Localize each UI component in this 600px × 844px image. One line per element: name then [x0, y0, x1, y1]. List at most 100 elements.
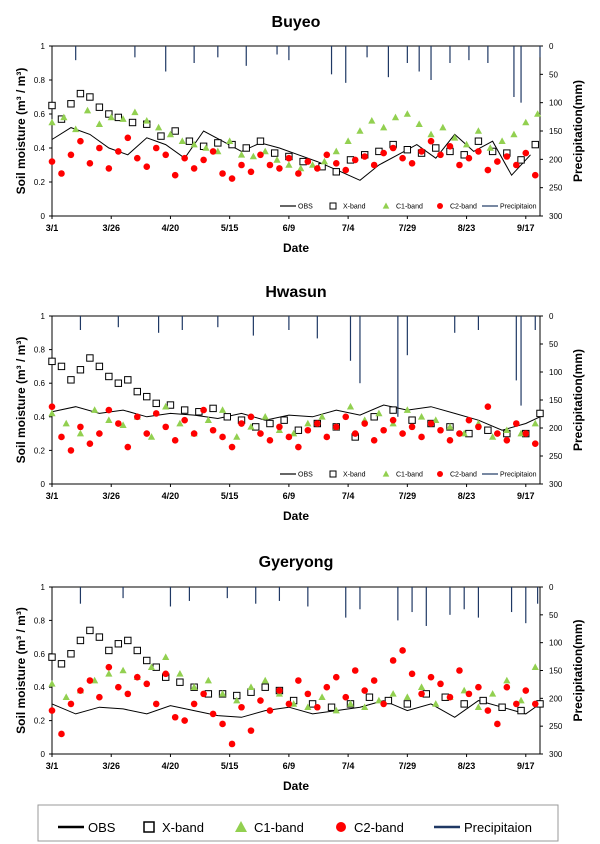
x-band-point [57, 362, 66, 371]
c2-band-point [427, 673, 435, 681]
c2-band-point [162, 151, 170, 159]
x-band-point [114, 113, 123, 122]
c1-band-point [166, 130, 175, 138]
c2-band-point [332, 423, 340, 431]
x-band-point [365, 693, 374, 701]
c2-band-point [475, 148, 482, 155]
x-band-point [124, 636, 132, 645]
x-band-point [76, 366, 85, 374]
c2-band-point [48, 158, 56, 165]
y2-tick-label: 300 [549, 480, 563, 489]
x-band-point [332, 168, 340, 176]
x-band-point [105, 372, 113, 381]
c2-band-point [209, 426, 217, 434]
c1-band-point [131, 108, 139, 116]
inner-legend-c2_band-marker [437, 471, 443, 477]
c2-band-point [323, 433, 331, 441]
c2-band-point [342, 413, 350, 421]
c1-band-point [48, 409, 56, 417]
c1-band-point [162, 653, 170, 660]
legend-c1_band-label: C1-band [254, 820, 304, 835]
inner-legend-precipitation-label: Precipitaion [500, 472, 537, 479]
c1-band-point [432, 700, 440, 707]
c2-band-point [58, 730, 65, 738]
inner-legend-c2_band-label: C2-band [450, 472, 477, 479]
x-band-point [270, 149, 279, 157]
x-tick-label: 4/20 [162, 223, 180, 233]
c1-band-point [451, 134, 459, 141]
c2-band-point [257, 151, 264, 159]
c2-band-point [351, 667, 359, 674]
x-band-point [67, 376, 75, 384]
c1-band-point [332, 147, 340, 155]
c2-band-point [67, 700, 75, 708]
c1-band-point [380, 123, 388, 131]
legend-c2_band-label: C2-band [354, 820, 404, 835]
inner-legend-x_band-label: X-band [343, 204, 366, 211]
c2-band-point [171, 437, 179, 444]
c2-band-point [96, 144, 103, 152]
c1-band-point [375, 696, 383, 704]
x-band-point [128, 118, 137, 127]
x-band-point [536, 409, 544, 418]
c1-band-point [308, 161, 317, 168]
c1-band-point [247, 683, 255, 690]
c2-band-point [351, 156, 359, 164]
x-band-point [484, 426, 492, 434]
c2-band-point [124, 134, 132, 142]
x-band-point [432, 144, 440, 152]
c2-band-point [181, 154, 188, 162]
x-band-point [95, 633, 104, 641]
c1-band-point [76, 429, 85, 437]
x-band-point [180, 406, 189, 414]
c2-band-point [446, 143, 454, 150]
c2-band-point [370, 677, 378, 684]
c1-band-point [247, 423, 255, 430]
c2-band-point [408, 670, 416, 678]
c2-band-point [332, 673, 340, 681]
c2-band-point [67, 447, 75, 454]
c1-band-point [462, 140, 471, 148]
c2-band-point [314, 420, 321, 427]
c2-band-point [200, 406, 207, 414]
x-band-point [531, 140, 539, 149]
c2-band-point [124, 690, 132, 698]
c2-band-point [276, 423, 283, 431]
x-band-point [48, 653, 56, 661]
c2-band-point [77, 423, 84, 431]
legend-box [37, 804, 559, 842]
c2-band-point [115, 148, 122, 155]
c2-band-point [105, 165, 113, 172]
c2-band-point [399, 647, 406, 654]
c1-band-point [62, 693, 70, 701]
x-tick-label: 3/1 [46, 491, 59, 501]
x-tick-label: 3/1 [46, 223, 59, 233]
c2-band-point [484, 166, 492, 174]
c2-band-point [219, 720, 226, 728]
c2-band-point [427, 420, 435, 427]
x-band-point [479, 696, 487, 705]
c2-band-point [276, 165, 283, 172]
c2-band-point [86, 160, 94, 167]
x-axis-label: Date [283, 241, 309, 255]
c1-band-point [119, 115, 127, 122]
c2-band-point [513, 420, 520, 427]
c1-band-point [356, 127, 364, 134]
c2-band-point [531, 171, 539, 179]
c1-band-point [95, 120, 103, 127]
x-band-point [133, 646, 141, 655]
x-band-point [488, 147, 497, 156]
x-tick-label: 6/9 [283, 491, 296, 501]
inner-legend-c1_band-label: C1-band [396, 204, 423, 211]
c2-band-point [143, 430, 151, 437]
c1-band-point [375, 409, 383, 417]
inner-legend-obs-label: OBS [298, 204, 313, 211]
c2-band-point [399, 430, 406, 437]
x-band-point [95, 103, 104, 111]
c1-band-point [346, 402, 355, 410]
c1-band-point [233, 696, 241, 704]
inner-legend-c2_band-marker [437, 203, 443, 209]
x-tick-label: 6/9 [283, 223, 296, 233]
c2-band-point [162, 423, 170, 431]
c1-band-point [517, 696, 525, 704]
